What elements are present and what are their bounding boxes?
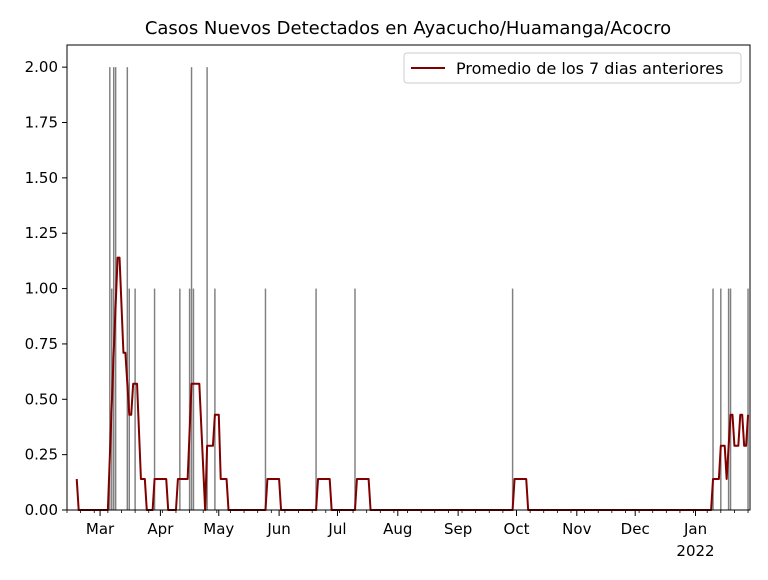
y-tick-label: 0.50: [25, 390, 58, 408]
bar: [512, 289, 513, 510]
y-tick-label: 1.00: [25, 280, 58, 298]
y-tick-label: 0.25: [25, 446, 58, 464]
bar: [728, 289, 729, 510]
y-tick-label: 1.75: [25, 114, 58, 132]
bar: [113, 67, 114, 510]
y-tick-label: 0.00: [25, 501, 58, 519]
bar: [315, 289, 316, 510]
x-tick-label: Oct: [504, 520, 530, 538]
bar: [127, 67, 128, 510]
bar: [206, 67, 207, 510]
bar: [720, 289, 721, 510]
y-tick-label: 1.50: [25, 169, 58, 187]
x-tick-label: Mar: [86, 520, 115, 538]
legend-label: Promedio de los 7 dias anteriores: [456, 59, 723, 78]
bar: [265, 289, 266, 510]
x-tick-label: Nov: [562, 520, 591, 538]
bar: [191, 67, 192, 510]
y-tick-label: 2.00: [25, 58, 58, 76]
x-tick-label: Jan: [683, 520, 707, 538]
y-tick-label: 0.75: [25, 335, 58, 353]
x-tick-year-label: 2022: [676, 542, 714, 560]
x-tick-label: Dec: [621, 520, 650, 538]
bar: [134, 289, 135, 510]
x-tick-label: May: [203, 520, 234, 538]
y-tick-label: 1.25: [25, 224, 58, 242]
x-tick-label: Jun: [266, 520, 290, 538]
bar: [154, 289, 155, 510]
legend: Promedio de los 7 dias anteriores: [404, 53, 741, 83]
chart-title: Casos Nuevos Detectados en Ayacucho/Huam…: [145, 18, 671, 39]
bar: [214, 289, 215, 510]
x-tick-label: Sep: [444, 520, 472, 538]
x-tick-label: Apr: [147, 520, 174, 538]
bar: [179, 289, 180, 510]
bar: [193, 289, 194, 510]
bar: [730, 289, 731, 510]
bar: [354, 289, 355, 510]
bar: [747, 289, 748, 510]
bar: [712, 289, 713, 510]
x-tick-label: Jul: [327, 520, 346, 538]
x-tick-label: Aug: [383, 520, 412, 538]
